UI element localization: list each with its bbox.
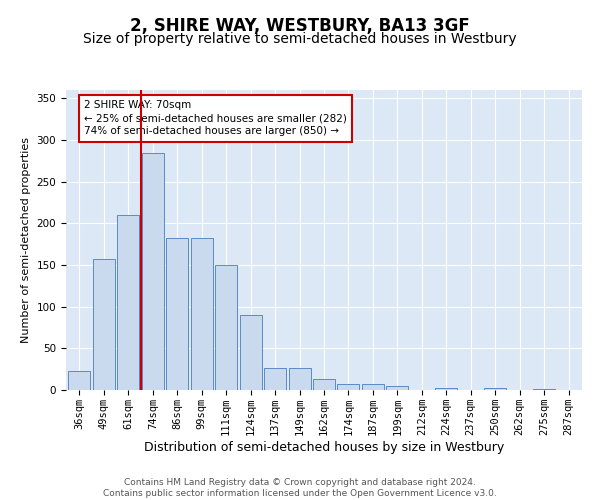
Bar (289, 368, 311, 390)
Bar (239, 315, 262, 390)
Bar (313, 379, 335, 390)
X-axis label: Distribution of semi-detached houses by size in Westbury: Distribution of semi-detached houses by … (144, 440, 504, 454)
Bar (142, 152, 164, 390)
Bar (93, 259, 115, 390)
Bar (215, 265, 237, 390)
Bar (362, 384, 384, 390)
Bar (166, 238, 188, 390)
Y-axis label: Number of semi-detached properties: Number of semi-detached properties (21, 137, 31, 343)
Text: 2, SHIRE WAY, WESTBURY, BA13 3GF: 2, SHIRE WAY, WESTBURY, BA13 3GF (130, 18, 470, 36)
Bar (264, 368, 286, 390)
Bar (484, 388, 506, 390)
Bar (533, 389, 555, 390)
Bar (386, 386, 409, 390)
Bar (191, 238, 213, 390)
Text: 2 SHIRE WAY: 70sqm
← 25% of semi-detached houses are smaller (282)
74% of semi-d: 2 SHIRE WAY: 70sqm ← 25% of semi-detache… (85, 100, 347, 136)
Bar (118, 215, 139, 390)
Text: Size of property relative to semi-detached houses in Westbury: Size of property relative to semi-detach… (83, 32, 517, 46)
Text: Contains HM Land Registry data © Crown copyright and database right 2024.
Contai: Contains HM Land Registry data © Crown c… (103, 478, 497, 498)
Bar (68, 371, 91, 390)
Bar (435, 388, 457, 390)
Bar (337, 384, 359, 390)
